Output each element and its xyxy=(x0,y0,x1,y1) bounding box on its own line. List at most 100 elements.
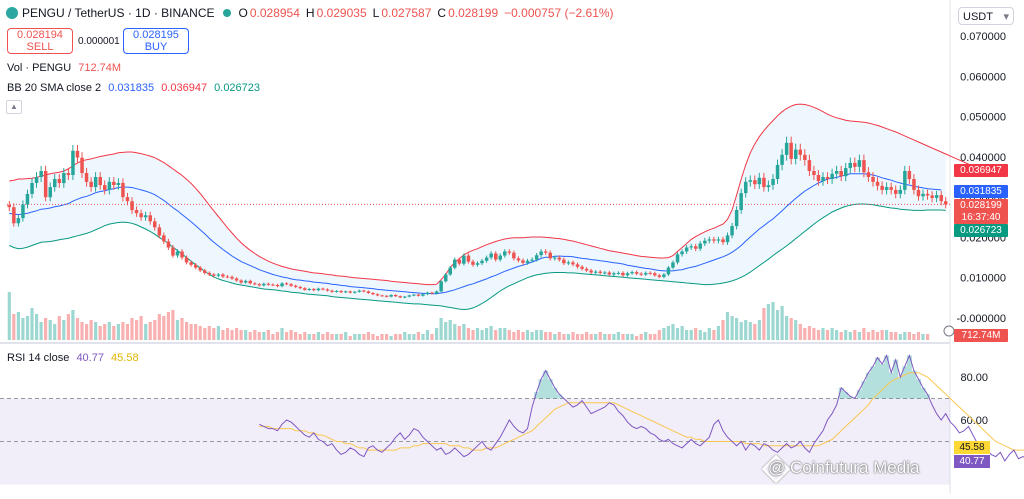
candle xyxy=(762,177,766,188)
candle xyxy=(603,272,607,274)
buy-button[interactable]: 0.028195 BUY xyxy=(123,28,189,54)
volume-bar xyxy=(707,328,711,340)
candle xyxy=(616,272,621,274)
candle xyxy=(343,291,348,293)
currency-select[interactable]: USDT xyxy=(958,7,1014,26)
open-value: 0.028954 xyxy=(249,6,300,20)
pengu-logo-icon xyxy=(6,7,18,19)
bb-legend[interactable]: BB 20 SMA close 2 0.031835 0.036947 0.02… xyxy=(7,82,260,94)
volume-bar xyxy=(548,332,552,340)
volume-bar xyxy=(662,328,666,340)
candle xyxy=(816,175,821,181)
volume-bar xyxy=(630,334,634,340)
candle xyxy=(398,296,402,298)
candle xyxy=(234,278,239,281)
rsi-value: 40.77 xyxy=(76,352,104,364)
volume-legend[interactable]: Vol · PENGU 712.74M xyxy=(7,62,121,74)
volume-bar xyxy=(348,336,352,340)
candle xyxy=(66,173,71,175)
bb-upper-line xyxy=(9,103,974,286)
sell-label: SELL xyxy=(26,41,54,53)
volume-bar xyxy=(580,334,584,340)
candle xyxy=(625,273,630,276)
candle xyxy=(475,263,480,265)
volume-bar xyxy=(198,326,202,340)
candle xyxy=(716,239,721,241)
volume-bar xyxy=(807,326,811,340)
volume-bar xyxy=(71,310,75,340)
candle xyxy=(612,273,616,275)
candle xyxy=(884,187,889,190)
rsi-overbought-fill xyxy=(534,355,931,399)
volume-bar xyxy=(785,316,789,340)
candle xyxy=(784,142,789,155)
rsi-legend[interactable]: RSI 14 close 40.77 45.58 xyxy=(7,352,139,364)
price-tick-label: 0.010000 xyxy=(960,273,1006,285)
volume-bar xyxy=(494,330,498,340)
volume-bar xyxy=(335,334,339,340)
volume-bar xyxy=(830,328,834,340)
volume-bar xyxy=(271,334,275,340)
volume-bar xyxy=(444,322,448,340)
price-tick-label: 0.040000 xyxy=(960,152,1006,164)
candle xyxy=(589,270,593,273)
volume-bar xyxy=(403,332,407,340)
volume-bar xyxy=(885,330,889,340)
candle xyxy=(930,195,934,198)
candle xyxy=(30,183,34,194)
candle xyxy=(584,268,589,271)
candle xyxy=(53,179,57,188)
volume-bar xyxy=(503,328,507,340)
candle xyxy=(848,162,852,169)
volume-bar xyxy=(621,334,625,340)
candle xyxy=(112,181,116,185)
volume-bar xyxy=(148,322,152,340)
rsi-ma-tag: 45.58 xyxy=(954,441,990,454)
candle xyxy=(425,292,430,295)
bb-basis-tag: 0.031835 xyxy=(954,185,1008,198)
sell-button[interactable]: 0.028194 SELL xyxy=(7,28,73,54)
volume-bar xyxy=(180,318,184,340)
symbol-title[interactable]: PENGU / TetherUS · 1D · BINANCE xyxy=(22,6,215,20)
volume-bar xyxy=(244,330,248,340)
volume-bar xyxy=(366,332,370,340)
bb-upper-tag: 0.036947 xyxy=(954,164,1008,177)
candle xyxy=(544,251,548,253)
volume-bar xyxy=(803,328,807,340)
candle xyxy=(239,280,243,283)
price-tick-label: 0.050000 xyxy=(960,112,1006,124)
candle xyxy=(607,272,612,275)
candle xyxy=(225,276,230,278)
volume-bar xyxy=(585,332,589,340)
candle xyxy=(12,207,16,224)
volume-bar xyxy=(675,328,680,340)
volume-bar xyxy=(462,324,466,340)
candle xyxy=(598,271,602,273)
candle xyxy=(712,239,716,241)
goto-realtime-icon xyxy=(943,325,955,337)
volume-bar xyxy=(912,334,916,340)
collapse-legend-button[interactable]: ▲ xyxy=(6,100,22,114)
candle xyxy=(348,291,352,293)
volume-bar xyxy=(85,324,89,340)
candle xyxy=(307,289,312,290)
candle xyxy=(143,215,148,218)
candle xyxy=(557,257,562,260)
candle xyxy=(21,204,25,219)
volume-bar xyxy=(35,314,39,340)
candle xyxy=(466,255,471,262)
candle xyxy=(853,162,857,167)
volume-bar xyxy=(171,310,175,340)
volume-bar xyxy=(889,332,893,340)
volume-bar xyxy=(880,330,884,340)
volume-bar xyxy=(430,334,434,340)
volume-bar xyxy=(125,324,130,340)
candle xyxy=(175,251,180,256)
volume-bar xyxy=(921,334,925,340)
candle xyxy=(448,267,452,275)
volume-bar xyxy=(589,334,593,340)
volume-bar xyxy=(425,330,430,340)
candle xyxy=(430,292,434,294)
